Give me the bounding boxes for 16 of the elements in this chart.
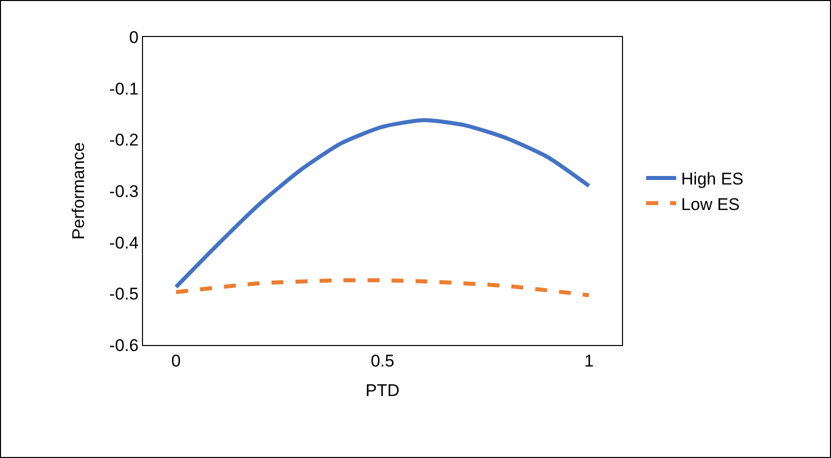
y-tick-label: -0.6 [109,336,139,355]
x-tick-label: 0 [171,351,181,370]
legend-label: Low ES [681,194,740,214]
x-tick-label: 1 [584,351,594,370]
line-series [174,278,591,298]
y-tick-label: -0.3 [109,182,139,201]
x-tick-label: 0.5 [370,351,394,370]
y-tick-label: -0.5 [109,284,139,304]
y-tick-label: -0.4 [109,233,139,252]
y-axis-title: Performance [68,142,88,240]
y-tick-label: -0.2 [109,130,139,150]
x-axis-title: PTD [366,380,400,400]
y-tick-label: -0.1 [109,79,139,98]
y-tick-label: 0 [129,28,139,47]
line-series [174,118,591,289]
legend-label: High ES [681,170,744,189]
